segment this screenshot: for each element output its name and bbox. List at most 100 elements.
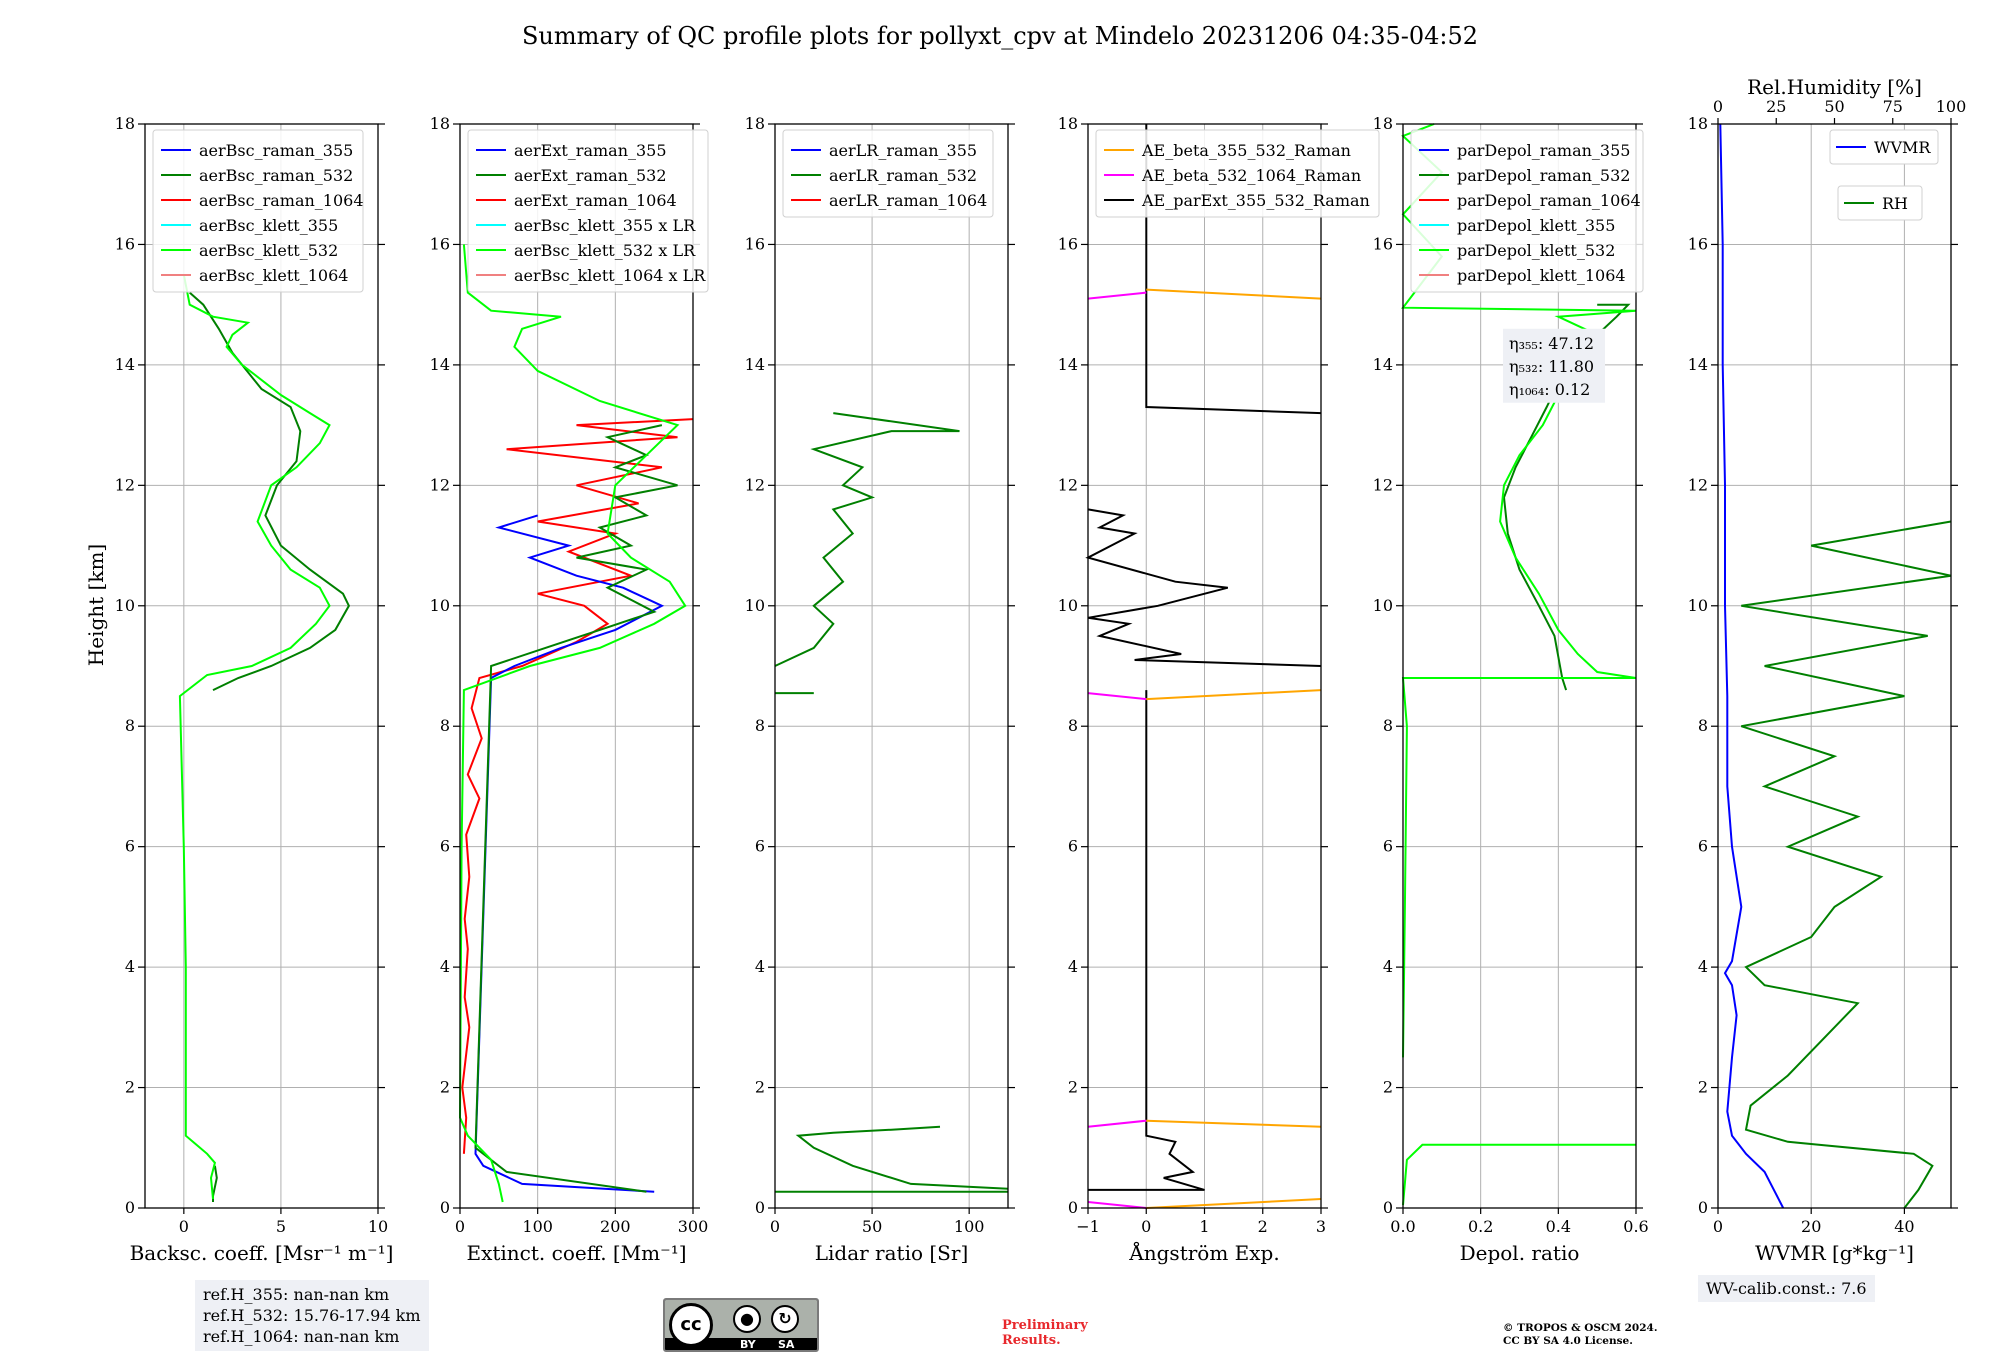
series-AE_beta_355_532_Raman_b [1146,689,1322,701]
eta-annotation-box [1503,328,1605,403]
x-tick-label: 0.4 [1546,1217,1571,1236]
series-AE_parExt_355_532_Raman [1145,124,1322,415]
x2-tick-label: 100 [1936,97,1967,116]
y-tick-label: 16 [1688,234,1708,253]
cc-license-badge[interactable]: cc ● ↻ BY SA [663,1298,819,1352]
y-tick-label: 10 [745,596,765,615]
x-tick-label: 0.0 [1390,1217,1415,1236]
x-axis-label: Ångström Exp. [1128,1240,1279,1265]
legend-box [467,129,709,293]
y-tick-label: 2 [1698,1078,1708,1097]
preliminary-note: Preliminary Results. [1002,1318,1112,1348]
y-tick-label: 10 [1688,596,1708,615]
ref-height-1064: ref.H_1064: nan-nan km [203,1327,400,1346]
axes-frame [459,123,694,1209]
preliminary-line-1: Preliminary [1002,1318,1088,1333]
x-axis-label: WVMR [g*kg⁻¹] [1755,1241,1914,1265]
panel-lr: 0 2 4 6 8 10 12 14 16 18 0 50 100 Lidar ratio [Sr] aer… [745,114,1015,1265]
x-axis-label: Lidar ratio [Sr] [815,1241,969,1265]
y-tick-label: 6 [125,837,135,856]
panel-ext: 0 2 4 6 8 10 12 14 16 18 0 100 200 300 Extinct. coeff.… [430,114,709,1265]
y-tick-label: 4 [755,957,765,976]
y-tick-label: 18 [1058,114,1078,133]
x-axis-label: Backsc. coeff. [Msr⁻¹ m⁻¹] [130,1241,394,1265]
series-aerBsc_klett_532 x LR [458,244,687,1203]
y-tick-label: 0 [125,1198,135,1217]
ref-height-532: ref.H_532: 15.76-17.94 km [203,1306,421,1325]
y-tick-label: 8 [1383,716,1393,735]
y-tick-label: 14 [745,355,765,374]
y-tick-label: 6 [755,837,765,856]
series-parDepol_raman_532 [1502,303,1631,691]
legend-entry: WVMR [1874,138,1931,157]
legend-box [1095,129,1380,218]
series-AE_beta_532_1064_Raman [1087,291,1147,300]
legend-entry: aerLR_raman_355 [829,141,977,160]
series-AE_beta_355_532_Raman_c [1146,1119,1322,1128]
series-RH [1740,520,1952,1209]
x-tick-label: 100 [954,1217,985,1236]
y-tick-label: 18 [430,114,450,133]
y-tick-label: 12 [1058,475,1078,494]
y-axis-label: Height [km] [84,544,108,666]
x2-tick-label: 25 [1766,97,1786,116]
y-tick-label: 16 [1058,234,1078,253]
series-AE_beta_532_1064_Raman_b [1087,692,1147,701]
y-tick-label: 6 [440,837,450,856]
x-tick-label: 1 [1199,1217,1209,1236]
x2-tick-label: 0 [1713,97,1723,116]
axes-frame [144,123,379,1209]
y-tick-label: 8 [1698,716,1708,735]
legend-entry: parDepol_raman_1064 [1457,191,1641,210]
legend-entry: aerBsc_klett_532 [199,241,338,260]
x2-axis-label: Rel.Humidity [%] [1747,75,1922,99]
legend-entry: aerBsc_klett_355 x LR [514,216,696,235]
x-tick-label: 300 [678,1217,709,1236]
y-tick-label: 0 [1698,1198,1708,1217]
y-tick-label: 14 [1058,355,1078,374]
y-tick-label: 2 [125,1078,135,1097]
wv-calibration-box: WV-calib.const.: 7.6 [1698,1275,1875,1302]
y-tick-label: 6 [1698,837,1708,856]
legend-entry: parDepol_klett_1064 [1457,266,1626,285]
share-alike-icon: ↻ [771,1305,799,1333]
y-tick-label: 0 [755,1198,765,1217]
y-tick-label: 18 [745,114,765,133]
legend-entry: aerLR_raman_1064 [829,191,987,210]
eta-annotation-line: η₅₃₂: 11.80 [1509,357,1594,376]
legend-entry: parDepol_raman_355 [1457,141,1630,160]
y-tick-label: 12 [1373,475,1393,494]
y-tick-label: 18 [1373,114,1393,133]
y-tick-label: 8 [125,716,135,735]
figure-title: Summary of QC profile plots for pollyxt_… [522,22,1478,50]
preliminary-line-2: Results. [1002,1333,1061,1348]
y-tick-label: 10 [1058,596,1078,615]
x-tick-label: 0 [770,1217,780,1236]
legend-entry: aerBsc_raman_532 [199,166,353,185]
cc-icon: cc [669,1303,713,1347]
y-tick-label: 12 [115,475,135,494]
panel-bsc: 0 2 4 6 8 10 12 14 16 18 0 5 10 Backsc. coeff. [Msr⁻¹… [115,114,394,1265]
axes-frame [774,123,1009,1209]
y-tick-label: 8 [1068,716,1078,735]
axes-frame [1717,123,1952,1209]
y-tick-label: 16 [115,234,135,253]
y-tick-label: 6 [1383,837,1393,856]
series-aerExt_raman_355 [474,514,665,1193]
copyright-line-1: © TROPOS & OSCM 2024. [1503,1322,1658,1334]
y-tick-label: 4 [440,957,450,976]
y-tick-label: 14 [1688,355,1708,374]
x-tick-label: 0.2 [1468,1217,1493,1236]
legend-entry: aerBsc_klett_1064 [199,266,348,285]
y-tick-label: 4 [125,957,135,976]
legend-entry: aerExt_raman_355 [514,141,667,160]
y-tick-label: 0 [1068,1198,1078,1217]
y-tick-label: 0 [1383,1198,1393,1217]
y-tick-label: 8 [755,716,765,735]
series-AE_beta_532_1064_Raman_c [1087,1119,1147,1128]
series-aerLR_raman_532_up [774,412,960,667]
legend-entry: aerBsc_klett_1064 x LR [514,266,706,285]
y-tick-label: 4 [1698,957,1708,976]
